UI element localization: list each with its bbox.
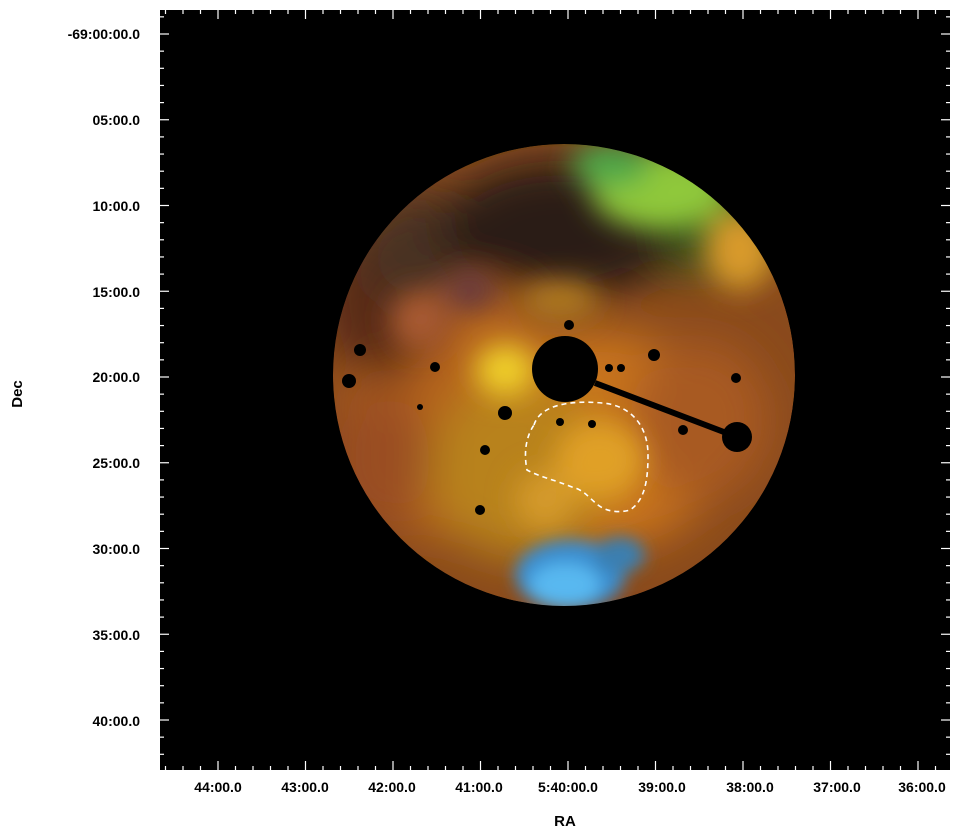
masked-central-source [532,336,598,402]
dashed-region-outline [524,401,649,513]
y-tick-label: 25:00.0 [93,455,141,471]
x-tick-label: 42:00.0 [368,779,416,795]
y-tick-label: -69:00:00.0 [68,26,141,42]
x-axis-title: RA [554,813,576,830]
y-tick-label: 30:00.0 [93,541,141,557]
y-axis-title: Dec [9,380,26,408]
y-tick-label: 10:00.0 [93,198,141,214]
y-tick-label: 35:00.0 [93,627,141,643]
y-tick-label: 40:00.0 [93,713,141,729]
x-tick-label: 39:00.0 [638,779,686,795]
x-tick-label: 41:00.0 [455,779,503,795]
x-tick-label: 38:00.0 [726,779,774,795]
x-tick-label: 5:40:00.0 [538,779,598,795]
x-tick-label: 44:00.0 [194,779,242,795]
x-tick-label: 43:00.0 [281,779,329,795]
frame-ticks [160,10,950,770]
x-tick-label: 37:00.0 [813,779,861,795]
field-of-view [333,144,795,606]
x-tick-label: 36:00.0 [898,779,946,795]
y-tick-label: 05:00.0 [93,112,141,128]
y-tick-label: 15:00.0 [93,284,141,300]
point-sources [342,320,741,515]
x-tick-labels: 44:00.0 43:00.0 42:00.0 41:00.0 5:40:00.… [194,779,946,795]
y-tick-label: 20:00.0 [93,369,141,385]
y-tick-labels: -69:00:00.0 05:00.0 10:00.0 15:00.0 20:0… [68,26,141,729]
